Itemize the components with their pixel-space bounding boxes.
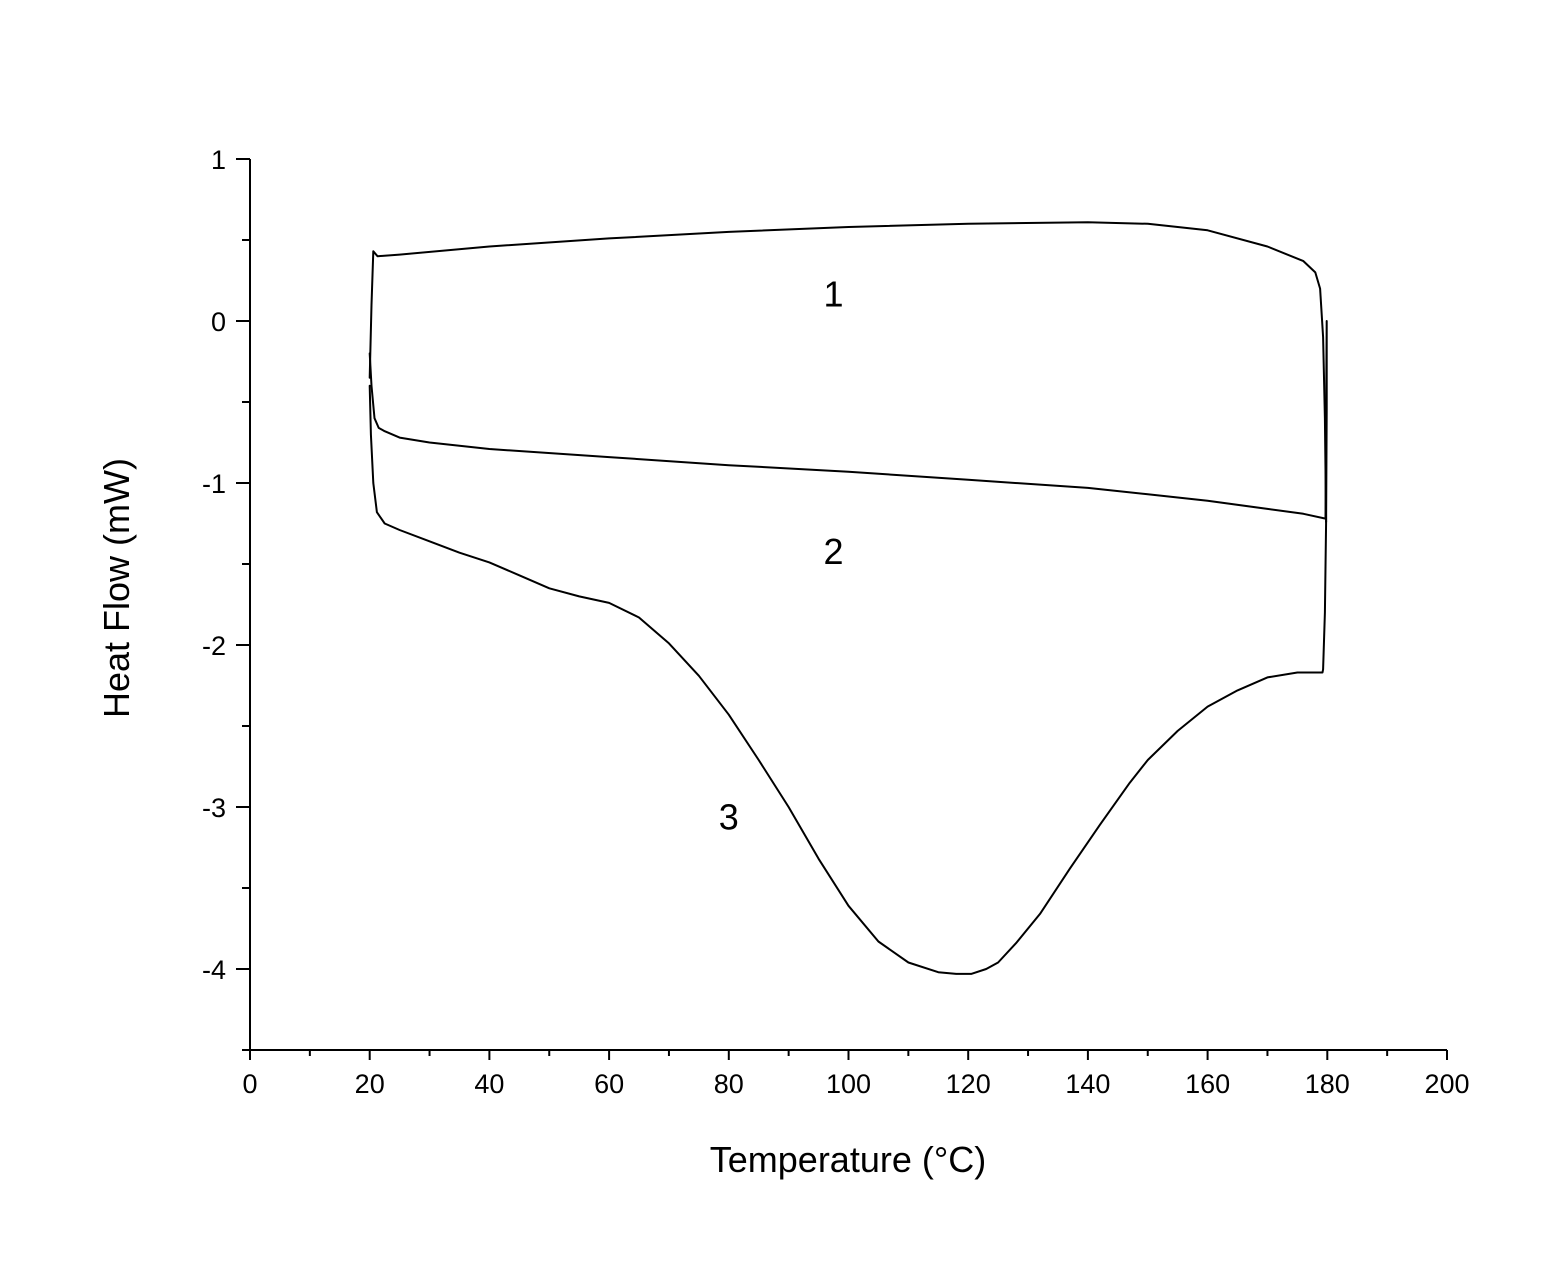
curve-1 [368,221,1328,523]
x-tick-label: 120 [946,1069,991,1099]
curve-2 [368,320,1328,523]
axes: 0 20 40 60 80 100 120 140 160 180 200 1 0 -1 -2 -3 -4 [202,145,1470,1099]
x-tick-label: 200 [1424,1069,1469,1099]
x-tick-label: 20 [355,1069,385,1099]
x-tick-label: 60 [594,1069,624,1099]
y-tick-label: -2 [202,631,226,661]
curve-label-3: 3 [719,797,739,838]
x-tick-label: 180 [1305,1069,1350,1099]
x-axis-title: Temperature (°C) [710,1139,986,1180]
x-tick-label: 40 [474,1069,504,1099]
x-tick-label: 140 [1065,1069,1110,1099]
y-tick-label: -1 [202,469,226,499]
y-tick-label: 1 [211,145,226,175]
x-tick-label: 100 [826,1069,871,1099]
x-tick-label: 0 [242,1069,257,1099]
curve-labels: 1 2 3 [719,273,844,837]
y-tick-label: 0 [211,307,226,337]
curves [368,221,1328,975]
curve-label-1: 1 [824,273,844,314]
y-tick-label: -3 [202,793,226,823]
y-axis-title: Heat Flow (mW) [96,458,137,718]
x-tick-label: 80 [714,1069,744,1099]
curve-3 [368,384,1328,975]
x-tick-label: 160 [1185,1069,1230,1099]
y-tick-label: -4 [202,955,226,985]
curve-label-2: 2 [824,531,844,572]
